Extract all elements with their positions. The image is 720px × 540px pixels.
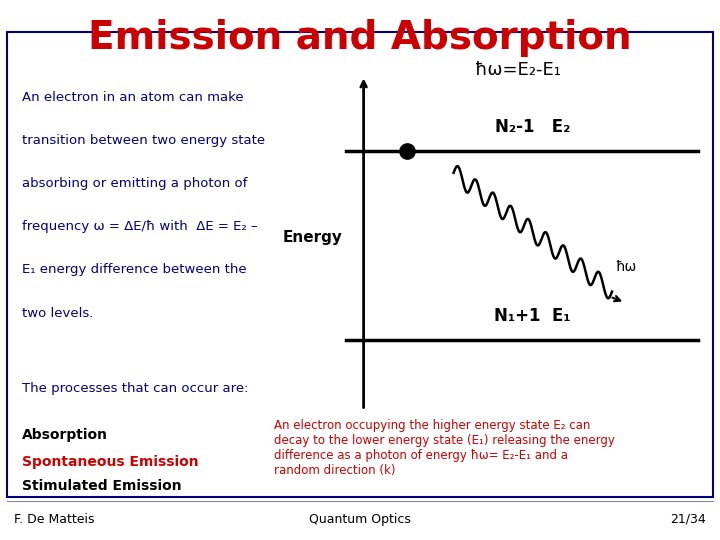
Text: An electron in an atom can make: An electron in an atom can make xyxy=(22,91,243,104)
Text: An electron occupying the higher energy state E₂ can
decay to the lower energy s: An electron occupying the higher energy … xyxy=(274,419,614,477)
Text: F. De Matteis: F. De Matteis xyxy=(14,513,95,526)
Text: absorbing or emitting a photon of: absorbing or emitting a photon of xyxy=(22,177,247,190)
Text: 21/34: 21/34 xyxy=(670,513,706,526)
FancyBboxPatch shape xyxy=(7,32,713,497)
Text: N₁+1  E₁: N₁+1 E₁ xyxy=(495,307,571,325)
Text: E₁ energy difference between the: E₁ energy difference between the xyxy=(22,264,246,276)
Text: Absorption: Absorption xyxy=(22,428,107,442)
Text: Emission and Absorption: Emission and Absorption xyxy=(88,19,632,57)
Text: Spontaneous Emission: Spontaneous Emission xyxy=(22,455,198,469)
Text: The processes that can occur are:: The processes that can occur are: xyxy=(22,382,248,395)
Text: two levels.: two levels. xyxy=(22,307,93,320)
Text: ħω=E₂-E₁: ħω=E₂-E₁ xyxy=(475,61,562,79)
Text: ħω: ħω xyxy=(616,260,637,274)
Text: Quantum Optics: Quantum Optics xyxy=(309,513,411,526)
Text: Energy: Energy xyxy=(282,230,342,245)
Text: N₂-1   E₂: N₂-1 E₂ xyxy=(495,118,570,136)
Text: Stimulated Emission: Stimulated Emission xyxy=(22,479,181,493)
Text: frequency ω = ΔE/ħ with  ΔE = E₂ –: frequency ω = ΔE/ħ with ΔE = E₂ – xyxy=(22,220,257,233)
Text: transition between two energy state: transition between two energy state xyxy=(22,134,265,147)
